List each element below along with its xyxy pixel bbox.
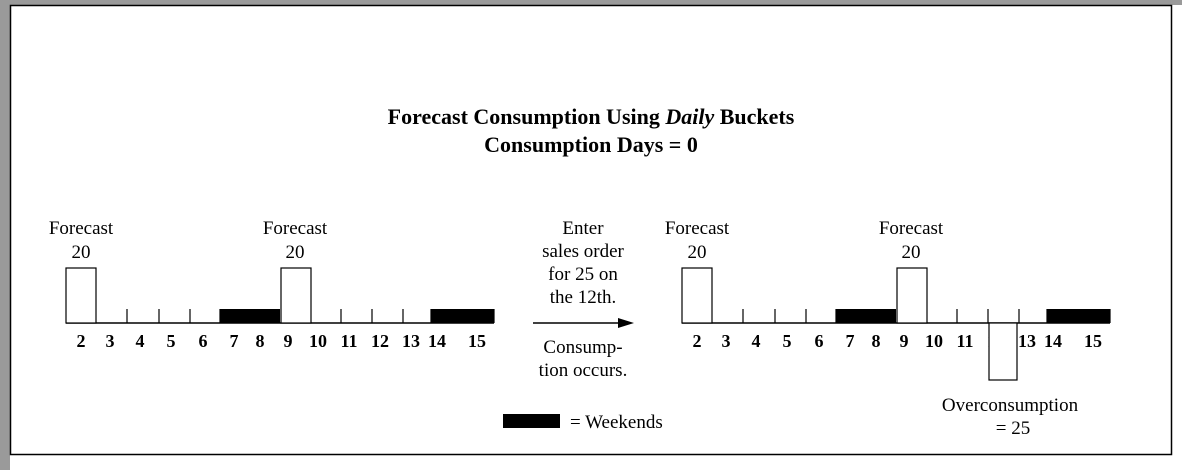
overconsumption-value: = 25 — [996, 418, 1030, 439]
top-strip — [0, 0, 1182, 5]
day-label: 11 — [956, 331, 973, 351]
day-label: 7 — [230, 331, 239, 351]
transition-text: for 25 on — [548, 264, 618, 285]
side-strip — [0, 0, 10, 470]
day-label: 4 — [752, 331, 761, 351]
day-label: 13 — [402, 331, 420, 351]
day-label: 7 — [846, 331, 855, 351]
weekend-bar — [431, 309, 494, 323]
day-label: 5 — [167, 331, 176, 351]
transition-text: tion occurs. — [539, 360, 628, 381]
legend-label: = Weekends — [570, 412, 663, 433]
transition-text: the 12th. — [550, 287, 617, 308]
forecast-quantity: 20 — [688, 242, 707, 263]
forecast-quantity: 20 — [902, 242, 921, 263]
transition-text: Enter — [562, 218, 604, 239]
title-emphasis: Daily — [664, 104, 714, 129]
day-label: 3 — [722, 331, 731, 351]
forecast-box — [280, 267, 312, 324]
forecast-box — [681, 267, 713, 324]
title-before: Forecast Consumption Using — [388, 104, 660, 129]
day-label: 6 — [199, 331, 208, 351]
transition-text: Consump- — [543, 337, 622, 358]
overconsumption-box — [988, 322, 1018, 381]
forecast-label: Forecast — [49, 218, 114, 239]
arrow-head — [618, 318, 634, 328]
forecast-quantity: 20 — [286, 242, 305, 263]
day-label: 2 — [693, 331, 702, 351]
forecast-box — [65, 267, 97, 324]
day-label: 15 — [468, 331, 486, 351]
overconsumption-label: Overconsumption — [942, 395, 1079, 416]
day-label: 15 — [1084, 331, 1102, 351]
forecast-label: Forecast — [879, 218, 944, 239]
title: Forecast Consumption Using Daily Buckets — [388, 104, 795, 129]
day-label: 2 — [77, 331, 86, 351]
transition-text: sales order — [542, 241, 624, 262]
day-label: 5 — [783, 331, 792, 351]
legend-swatch — [503, 414, 560, 428]
subtitle: Consumption Days = 0 — [484, 132, 698, 157]
day-label: 9 — [284, 331, 293, 351]
day-label: 4 — [136, 331, 145, 351]
weekend-bar — [220, 309, 280, 323]
day-label: 13 — [1018, 331, 1036, 351]
forecast-box — [896, 267, 928, 324]
forecast-label: Forecast — [665, 218, 730, 239]
day-label: 10 — [925, 331, 943, 351]
day-label: 8 — [872, 331, 881, 351]
day-label: 11 — [340, 331, 357, 351]
day-label: 14 — [1044, 331, 1062, 351]
day-label: 10 — [309, 331, 327, 351]
forecast-quantity: 20 — [72, 242, 91, 263]
weekend-bar — [836, 309, 896, 323]
forecast-label: Forecast — [263, 218, 328, 239]
day-label: 3 — [106, 331, 115, 351]
day-label: 8 — [256, 331, 265, 351]
day-label: 9 — [900, 331, 909, 351]
weekend-bar — [1047, 309, 1110, 323]
day-label: 12 — [371, 331, 389, 351]
frame — [9, 4, 1173, 456]
title-after: Buckets — [720, 104, 795, 129]
day-label: 6 — [815, 331, 824, 351]
day-label: 14 — [428, 331, 446, 351]
